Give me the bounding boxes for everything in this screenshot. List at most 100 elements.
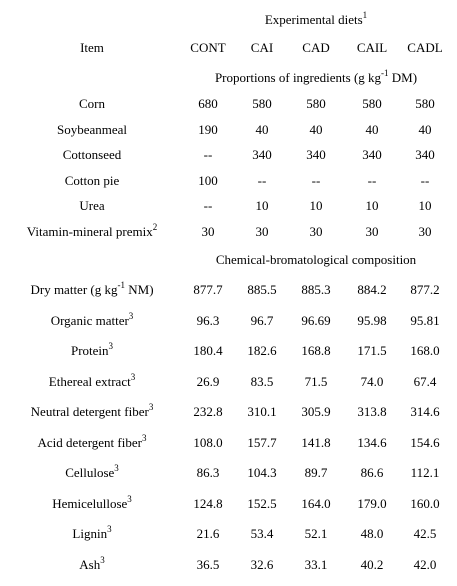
value: 179.0 [357, 495, 387, 511]
row-label: Cellulose3 [65, 463, 119, 481]
value: 884.2 [357, 282, 387, 297]
label-text: Cotton pie [64, 172, 120, 188]
value: 86.3 [196, 465, 220, 480]
section-title: Chemical-bromatological composition [216, 252, 416, 268]
value: 95.81 [410, 312, 440, 328]
value: 305.9 [301, 404, 331, 419]
value: 180.4 [193, 343, 223, 358]
superscript: 3 [141, 432, 147, 443]
table-cell: 313.8 [357, 404, 386, 420]
column-header: CAD [302, 40, 329, 56]
column-header: CONT [190, 40, 226, 55]
label-text: Corn [79, 96, 105, 111]
table-cell: 168.8 [301, 343, 330, 359]
column-header: CADL [407, 40, 442, 56]
table-cell: 32.6 [251, 557, 274, 573]
value: 30 [255, 224, 269, 239]
table-cell: 83.5 [251, 374, 274, 390]
table-cell: 71.5 [305, 374, 328, 390]
value: 30 [418, 224, 432, 239]
column-header: CAI [251, 40, 273, 56]
table-cell: 30 [202, 224, 215, 240]
value: 340 [415, 147, 435, 163]
label-text: Lignin [72, 526, 108, 541]
label-text: Acid detergent fiber [37, 434, 142, 450]
superscript: 3 [100, 554, 105, 565]
table-cell: 96.69 [301, 313, 330, 329]
value: 26.9 [196, 373, 220, 389]
label-text: Ethereal extract [48, 373, 131, 389]
header-title: Experimental diets1 [265, 11, 367, 28]
table-cell: 157.7 [247, 435, 276, 451]
table-cell: 580 [252, 96, 272, 112]
value: 40 [255, 121, 269, 137]
value: 10 [418, 198, 432, 214]
table-cell: 89.7 [305, 465, 328, 481]
value: 340 [252, 147, 272, 163]
value: 580 [415, 96, 435, 111]
table-cell: 10 [256, 198, 269, 214]
table-cell: 40 [366, 122, 379, 138]
table-cell: 141.8 [301, 435, 330, 451]
section-text: Proportions of ingredients (g kg [214, 70, 382, 85]
table-cell: 877.7 [193, 282, 222, 298]
label-text: Cellulose [65, 465, 115, 480]
superscript: -1 [117, 280, 125, 290]
value: 680 [198, 96, 218, 111]
value: 190 [198, 121, 218, 137]
value: 10 [309, 198, 323, 214]
label-text: Ash [79, 556, 101, 572]
row-label: Hemicelullose3 [52, 494, 132, 512]
table-cell: 885.3 [301, 282, 330, 298]
table-cell: 182.6 [247, 343, 276, 359]
value: 67.4 [413, 373, 437, 389]
row-label: Dry matter (g kg-1 NM) [30, 280, 153, 298]
value: 40 [418, 121, 432, 137]
value: 74.0 [360, 373, 384, 389]
table-cell: 96.3 [197, 313, 220, 329]
value: 232.8 [193, 404, 223, 419]
value: 340 [362, 147, 382, 163]
value: 89.7 [304, 465, 328, 480]
value: 580 [362, 96, 382, 111]
value: 340 [306, 147, 326, 163]
value: 877.7 [193, 282, 223, 297]
table-cell: 179.0 [357, 496, 386, 512]
table-cell: -- [204, 147, 213, 163]
row-label: Cottonseed [63, 147, 122, 163]
table-cell: 95.81 [410, 313, 439, 329]
table-cell: 36.5 [197, 557, 220, 573]
superscript: 3 [114, 463, 119, 473]
table-cell: 884.2 [357, 282, 386, 298]
value: 885.5 [247, 282, 277, 297]
table-cell: 86.3 [197, 465, 220, 481]
table-cell: 164.0 [301, 496, 330, 512]
value: 100 [198, 172, 218, 188]
value: 30 [201, 224, 215, 239]
table-cell: -- [312, 173, 321, 189]
value: 95.98 [357, 312, 387, 328]
label-text: Neutral detergent fiber [30, 404, 149, 419]
table-cell: 112.1 [411, 465, 440, 481]
table-cell: -- [368, 173, 377, 189]
value: 171.5 [357, 343, 387, 358]
table-cell: 340 [415, 147, 435, 163]
value: 30 [365, 224, 379, 239]
table-cell: 74.0 [361, 374, 384, 390]
value: 112.1 [410, 465, 440, 480]
superscript: 3 [108, 341, 114, 351]
value: 580 [306, 96, 326, 111]
row-label: Organic matter3 [51, 311, 134, 329]
table-cell: 160.0 [410, 496, 439, 512]
section-title: Proportions of ingredients (g kg-1 DM) [214, 69, 417, 86]
value: 40 [309, 121, 323, 137]
value: 42.5 [413, 526, 437, 541]
row-label: Urea [79, 198, 104, 214]
label-text: Vitamin-mineral premix [26, 224, 153, 239]
table-cell: 154.6 [410, 435, 439, 451]
value: 154.6 [410, 434, 440, 450]
superscript: 3 [148, 402, 154, 412]
table-cell: 95.98 [357, 313, 386, 329]
label-text: Hemicelullose [52, 495, 128, 511]
value: 40.2 [360, 556, 384, 572]
